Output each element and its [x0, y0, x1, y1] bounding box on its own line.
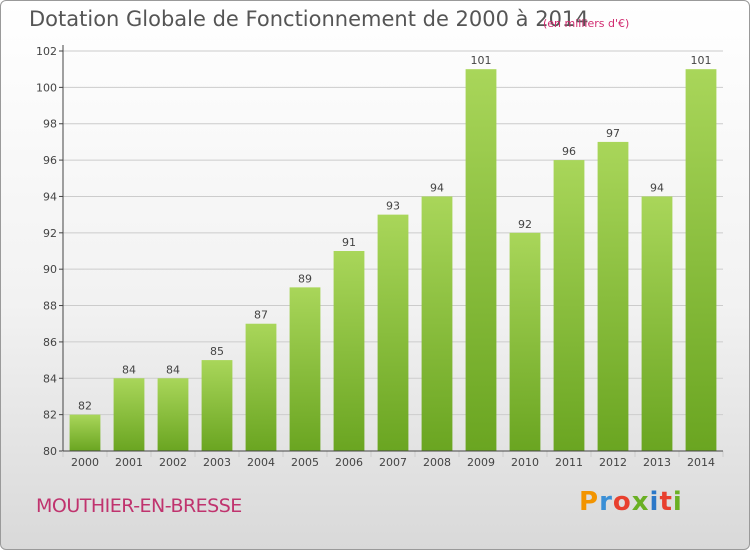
x-tick-label: 2014: [687, 456, 715, 469]
bars: [69, 69, 717, 451]
x-tick-label: 2011: [555, 456, 583, 469]
x-tick-label: 2004: [247, 456, 275, 469]
x-tick-label: 2006: [335, 456, 363, 469]
y-tick-label: 94: [43, 190, 57, 203]
bar-2012: [597, 141, 629, 451]
bar-2004: [245, 323, 277, 451]
y-tick-label: 96: [43, 154, 57, 167]
x-tick-label: 2013: [643, 456, 671, 469]
logo-letter: P: [579, 487, 600, 517]
logo-letter: t: [659, 487, 673, 517]
bar-2003: [201, 360, 233, 451]
value-label: 85: [210, 345, 224, 358]
proxiti-logo: Proxiti: [579, 487, 683, 517]
value-label: 93: [386, 200, 400, 213]
x-tick-label: 2007: [379, 456, 407, 469]
y-tick-label: 92: [43, 227, 57, 240]
value-label: 96: [562, 145, 576, 158]
labels: 80 82 84 86 88 90 92 94 96 98 100 102 82 2000 84 2001 84…: [36, 45, 715, 469]
value-label: 101: [471, 54, 492, 67]
logo-letter: r: [599, 487, 613, 517]
y-tick-label: 98: [43, 118, 57, 131]
x-tick-label: 2001: [115, 456, 143, 469]
x-tick-label: 2005: [291, 456, 319, 469]
bar-2007: [377, 214, 409, 451]
y-tick-label: 84: [43, 372, 57, 385]
bar-2014: [685, 69, 717, 451]
x-tick-label: 2000: [71, 456, 99, 469]
logo-letter: i: [649, 487, 660, 517]
commune-name: MOUTHIER-EN-BRESSE: [36, 495, 242, 517]
y-tick-label: 82: [43, 409, 57, 422]
x-tick-label: 2012: [599, 456, 627, 469]
bar-2009: [465, 69, 497, 451]
bar-2010: [509, 232, 541, 451]
value-label: 84: [166, 363, 180, 376]
bar-2013: [641, 196, 673, 451]
x-tick-label: 2003: [203, 456, 231, 469]
y-tick-label: 80: [43, 445, 57, 458]
bar-2011: [553, 160, 585, 451]
x-tick-label: 2008: [423, 456, 451, 469]
logo-letter: x: [631, 487, 650, 517]
chart-title: Dotation Globale de Fonctionnement de 20…: [29, 7, 589, 31]
value-label: 89: [298, 272, 312, 285]
y-tick-label: 100: [36, 81, 57, 94]
x-tick-label: 2009: [467, 456, 495, 469]
value-label: 97: [606, 127, 620, 140]
value-label: 82: [78, 400, 92, 413]
value-label: 87: [254, 309, 268, 322]
logo-letter: i: [672, 487, 683, 517]
y-tick-label: 90: [43, 263, 57, 276]
value-label: 84: [122, 363, 136, 376]
y-tick-label: 86: [43, 336, 57, 349]
bar-2006: [333, 251, 365, 451]
value-label: 94: [650, 181, 664, 194]
bar-2005: [289, 287, 321, 451]
bar-2000: [69, 414, 101, 451]
value-label: 91: [342, 236, 356, 249]
x-tick-label: 2002: [159, 456, 187, 469]
axes: [59, 45, 724, 457]
value-label: 94: [430, 181, 444, 194]
x-tick-label: 2010: [511, 456, 539, 469]
bar-2001: [113, 378, 145, 451]
value-label: 101: [691, 54, 712, 67]
chart-unit: (en milliers d'€): [543, 17, 630, 30]
bar-2008: [421, 196, 453, 451]
value-label: 92: [518, 218, 532, 231]
logo-letter: o: [612, 487, 632, 517]
y-tick-label: 102: [36, 45, 57, 58]
bar-2002: [157, 378, 189, 451]
y-tick-label: 88: [43, 300, 57, 313]
